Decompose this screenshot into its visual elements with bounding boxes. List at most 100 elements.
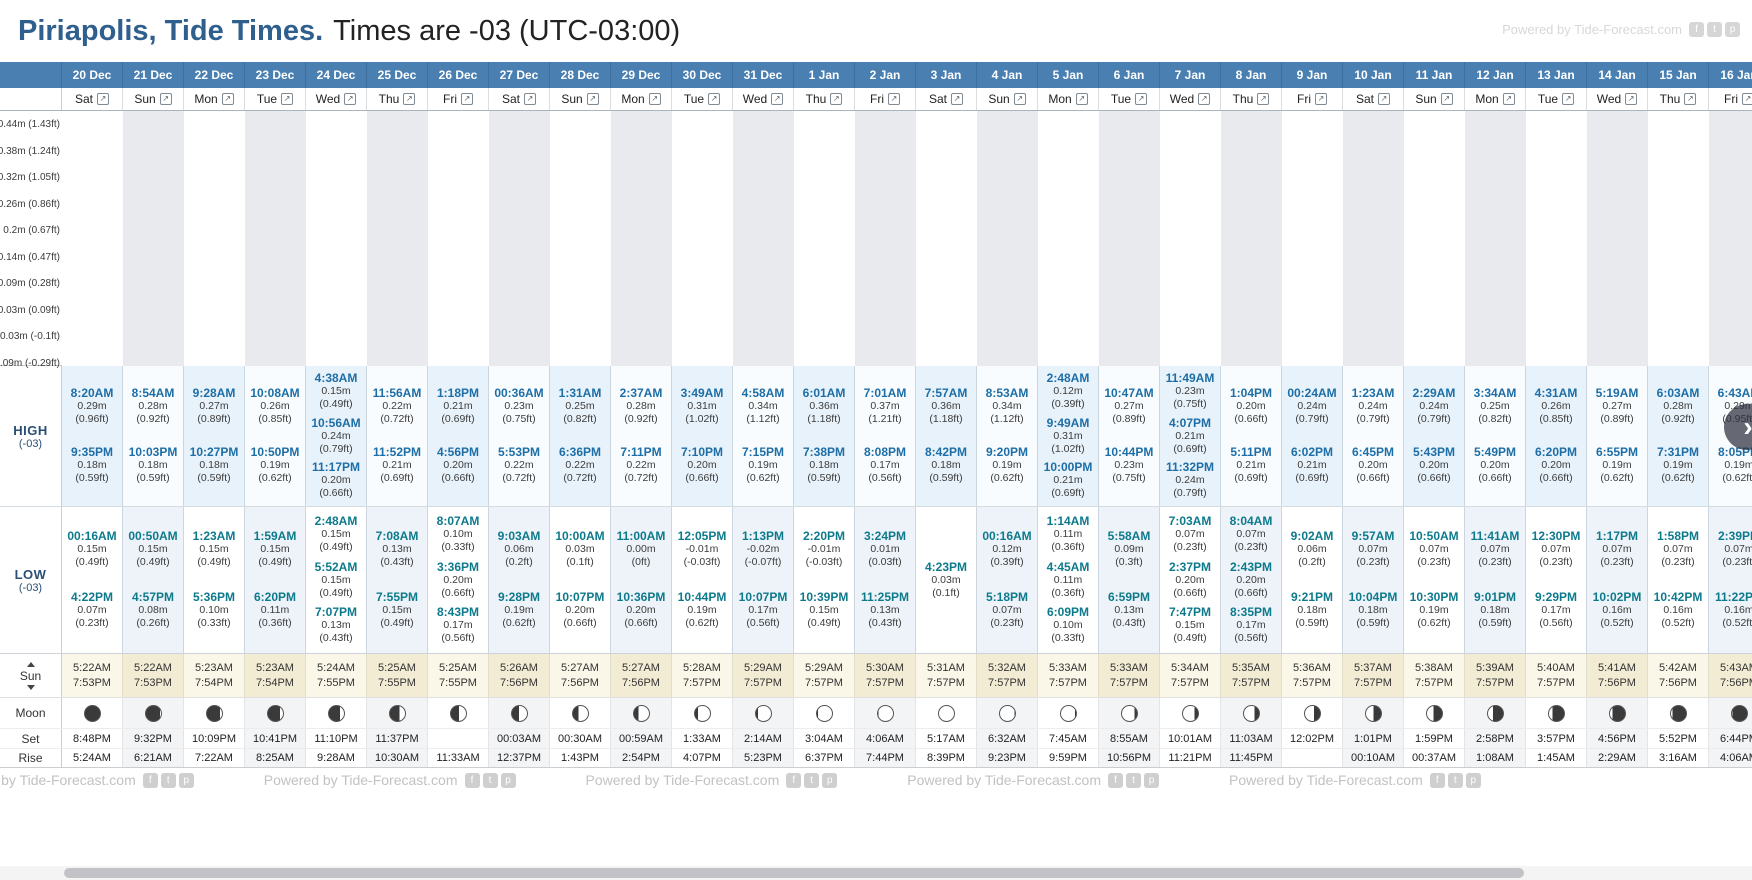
pinterest-icon[interactable]: p (178, 772, 194, 788)
tide-height-ft: (0.66ft) (1234, 586, 1268, 599)
moonrise-time: 9:28AM (306, 749, 367, 767)
facebook-icon[interactable]: f (1108, 772, 1123, 788)
moonrise-time: 9:59PM (1038, 749, 1099, 767)
expand-day-icon[interactable]: ↗ (951, 93, 963, 105)
low-tide-entry: 3:36PM 0.20m (0.66ft) (428, 560, 488, 600)
expand-day-icon[interactable]: ↗ (461, 93, 473, 105)
twitter-icon[interactable]: t (1447, 772, 1463, 788)
tide-height-m: 0.15m (321, 527, 351, 540)
tide-height-m: 0.28m (626, 400, 656, 412)
horizontal-scrollbar-thumb[interactable] (64, 868, 1524, 878)
moonset-time: 5:17AM (916, 729, 977, 748)
day-cell: Fri ↗ (855, 88, 916, 110)
expand-day-icon[interactable]: ↗ (1562, 93, 1575, 105)
moon-phase-icon (1303, 704, 1321, 722)
twitter-icon[interactable]: t (1126, 772, 1141, 788)
facebook-icon[interactable]: f (1689, 22, 1704, 37)
expand-day-icon[interactable]: ↗ (1502, 93, 1515, 105)
expand-day-icon[interactable]: ↗ (344, 93, 357, 105)
facebook-icon[interactable]: f (1429, 772, 1445, 788)
expand-day-icon[interactable]: ↗ (159, 93, 172, 105)
facebook-icon[interactable]: f (786, 772, 802, 788)
tide-time: 4:56PM (436, 445, 480, 459)
expand-day-icon[interactable]: ↗ (1198, 93, 1211, 105)
sunrise-time: 5:27AM (622, 662, 660, 674)
high-tide-entry: 8:20AM 0.29m (0.96ft) (62, 387, 122, 426)
high-tide-cell: 1:04PM 0.20m (0.66ft) 5:11PM 0.21m (0.69ft) (1221, 366, 1282, 506)
tide-time: 11:17PM (311, 459, 361, 474)
tide-time: 3:34AM (1473, 386, 1517, 400)
chart-day-band (367, 111, 428, 366)
expand-day-icon[interactable]: ↗ (830, 93, 843, 105)
chart-day-band (428, 111, 489, 366)
expand-day-icon[interactable]: ↗ (1013, 93, 1026, 105)
moonrise-time: 10:30AM (367, 749, 428, 767)
sunrise-time: 5:31AM (927, 662, 965, 674)
horizontal-scrollbar-track[interactable] (0, 866, 1752, 880)
expand-day-icon[interactable]: ↗ (708, 93, 721, 105)
expand-day-icon[interactable]: ↗ (403, 93, 416, 105)
date-header-cell: 7 Jan (1160, 62, 1221, 88)
expand-day-icon[interactable]: ↗ (1684, 93, 1697, 105)
pinterest-icon[interactable]: p (500, 772, 516, 788)
tide-time: 5:36PM (192, 590, 236, 604)
date-header-cell: 16 Jan (1709, 62, 1752, 88)
tide-height-m: 0.20m (1236, 573, 1266, 586)
date-header-cell: 3 Jan (916, 62, 977, 88)
twitter-icon[interactable]: t (482, 772, 498, 788)
expand-day-icon[interactable]: ↗ (1075, 93, 1088, 105)
day-cell: Mon ↗ (184, 88, 245, 110)
expand-day-icon[interactable]: ↗ (1378, 93, 1390, 105)
day-label: Mon (1475, 92, 1499, 106)
facebook-icon[interactable]: f (464, 772, 480, 788)
tide-time: 1:31AM (558, 386, 602, 400)
moon-cell (1465, 698, 1526, 728)
expand-day-icon[interactable]: ↗ (648, 93, 661, 105)
moonset-time: 10:01AM (1160, 729, 1221, 748)
expand-day-icon[interactable]: ↗ (221, 93, 234, 105)
expand-day-icon[interactable]: ↗ (1135, 93, 1148, 105)
expand-day-icon[interactable]: ↗ (281, 93, 294, 105)
day-label: Sun (561, 92, 583, 106)
expand-day-icon[interactable]: ↗ (771, 93, 784, 105)
tide-height-ft: (0.66ft) (1234, 413, 1268, 425)
low-tide-entry: 2:37PM 0.20m (0.66ft) (1160, 560, 1220, 600)
high-tide-entry: 1:31AM 0.25m (0.82ft) (550, 387, 610, 426)
high-tide-cell: 7:57AM 0.36m (1.18ft) 8:42PM 0.18m (0.59ft) (916, 366, 977, 506)
expand-day-icon[interactable]: ↗ (524, 93, 536, 105)
expand-day-icon[interactable]: ↗ (888, 93, 900, 105)
high-tide-cell: 5:19AM 0.27m (0.89ft) 6:55PM 0.19m (0.62ft) (1587, 366, 1648, 506)
tide-time: 8:53AM (985, 386, 1029, 400)
expand-day-icon[interactable]: ↗ (1625, 93, 1638, 105)
pinterest-icon[interactable]: p (1725, 22, 1740, 37)
high-tide-entry: 9:20PM 0.19m (0.62ft) (977, 446, 1037, 485)
twitter-icon[interactable]: t (804, 772, 820, 788)
twitter-icon[interactable]: t (1707, 22, 1722, 37)
high-tide-entry: 11:56AM 0.22m (0.72ft) (367, 387, 427, 426)
tide-height-ft: (-0.03ft) (683, 556, 721, 568)
moon-cell (733, 698, 794, 728)
expand-day-icon[interactable]: ↗ (97, 93, 109, 105)
sunset-time: 7:57PM (805, 677, 843, 689)
expand-day-icon[interactable]: ↗ (1257, 93, 1270, 105)
powered-by-watermark: Powered by Tide-Forecast.com ftp (0, 772, 194, 788)
pinterest-icon[interactable]: p (1465, 772, 1481, 788)
high-label: HIGH (13, 422, 48, 438)
expand-day-icon[interactable]: ↗ (1742, 93, 1752, 105)
tide-time: 11:52PM (372, 445, 422, 459)
scroll-next-button[interactable]: › (1724, 404, 1752, 450)
expand-day-icon[interactable]: ↗ (1315, 93, 1327, 105)
low-tide-entry: 9:28PM 0.19m (0.62ft) (489, 591, 549, 630)
low-tide-cell: 2:20PM -0.01m (-0.03ft) 10:39PM 0.15m (0.49ft… (794, 507, 855, 653)
pinterest-icon[interactable]: p (822, 772, 838, 788)
twitter-icon[interactable]: t (160, 772, 176, 788)
moonset-time: 6:44PM (1709, 729, 1752, 748)
tide-height-m: 0.12m (1053, 385, 1083, 398)
tide-height-m: 0.21m (1236, 459, 1266, 471)
expand-day-icon[interactable]: ↗ (1440, 93, 1453, 105)
chart-day-band (1160, 111, 1221, 366)
expand-day-icon[interactable]: ↗ (586, 93, 599, 105)
pinterest-icon[interactable]: p (1144, 772, 1159, 788)
tide-height-m: 0.19m (504, 604, 534, 616)
facebook-icon[interactable]: f (142, 772, 158, 788)
